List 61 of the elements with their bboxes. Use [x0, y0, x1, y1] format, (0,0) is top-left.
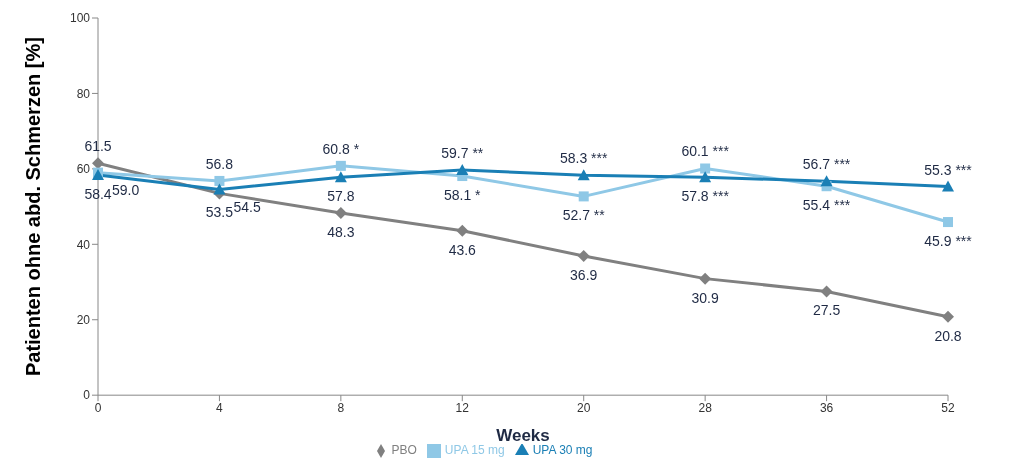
point [942, 180, 954, 192]
x-axis-title: Weeks [496, 426, 550, 446]
y-tick-label: 20 [76, 313, 91, 327]
y-tick-label: 100 [69, 11, 91, 26]
y-tick-label: 0 [83, 388, 91, 403]
data-label: 59.0 [112, 181, 140, 198]
data-label: 59.7 ** [441, 145, 484, 161]
x-tick-label: 28 [698, 400, 713, 415]
y-tick-label: 60 [76, 162, 91, 177]
point [578, 191, 589, 202]
point [214, 175, 225, 186]
data-label: 58.3 *** [559, 150, 609, 167]
point [213, 183, 226, 195]
legend-label: UPA 30 mg [532, 443, 593, 458]
point [820, 175, 833, 187]
point [699, 272, 712, 285]
y-axis-title: Patienten ohne abd. Schmerzen [%] [22, 37, 45, 377]
point [699, 171, 712, 183]
point [334, 207, 347, 219]
point [820, 285, 833, 298]
data-label: 56.7 *** [802, 156, 851, 173]
y-tick-label: 40 [76, 237, 91, 252]
point [577, 250, 590, 262]
point [577, 169, 590, 181]
x-tick-label: 52 [941, 400, 955, 415]
point [335, 160, 346, 171]
data-label: 56.8 [205, 155, 234, 172]
data-label: 55.4 *** [802, 197, 851, 214]
x-tick-label: 12 [455, 400, 470, 415]
data-label: 61.5 [84, 138, 112, 155]
data-label: 48.3 [327, 224, 355, 240]
data-label: 54.5 [233, 198, 261, 215]
data-label: 36.9 [570, 267, 598, 283]
x-tick-label: 36 [819, 400, 834, 415]
point [456, 164, 469, 175]
x-tick-label: 20 [577, 400, 591, 415]
point [334, 171, 347, 183]
data-label: 43.6 [448, 241, 477, 258]
data-label: 60.1 *** [681, 143, 730, 160]
data-label: 27.5 [812, 302, 841, 319]
data-label: 60.8 * [322, 140, 360, 157]
y-tick-label: 80 [76, 86, 91, 101]
data-label: 55.3 *** [924, 161, 973, 178]
data-label: 52.7 ** [562, 207, 606, 224]
x-tick-label: 0 [94, 400, 102, 415]
data-label: 58.1 * [443, 187, 482, 204]
x-tick-label: 4 [216, 400, 224, 415]
point [700, 163, 711, 174]
x-tick-label: 8 [337, 400, 345, 415]
point [456, 224, 469, 237]
point [943, 217, 953, 228]
data-label: 45.9 *** [924, 233, 973, 250]
legend-label: PBO [391, 443, 417, 458]
data-label: 20.8 [934, 327, 962, 344]
point [942, 310, 954, 323]
data-label: 30.9 [691, 289, 719, 306]
data-label: 58.4 [84, 185, 112, 202]
data-label: 57.8 *** [681, 188, 730, 205]
legend-label: UPA 15 mg [444, 443, 505, 458]
data-label: 57.8 [327, 188, 355, 205]
data-label: 53.5 [205, 204, 234, 221]
